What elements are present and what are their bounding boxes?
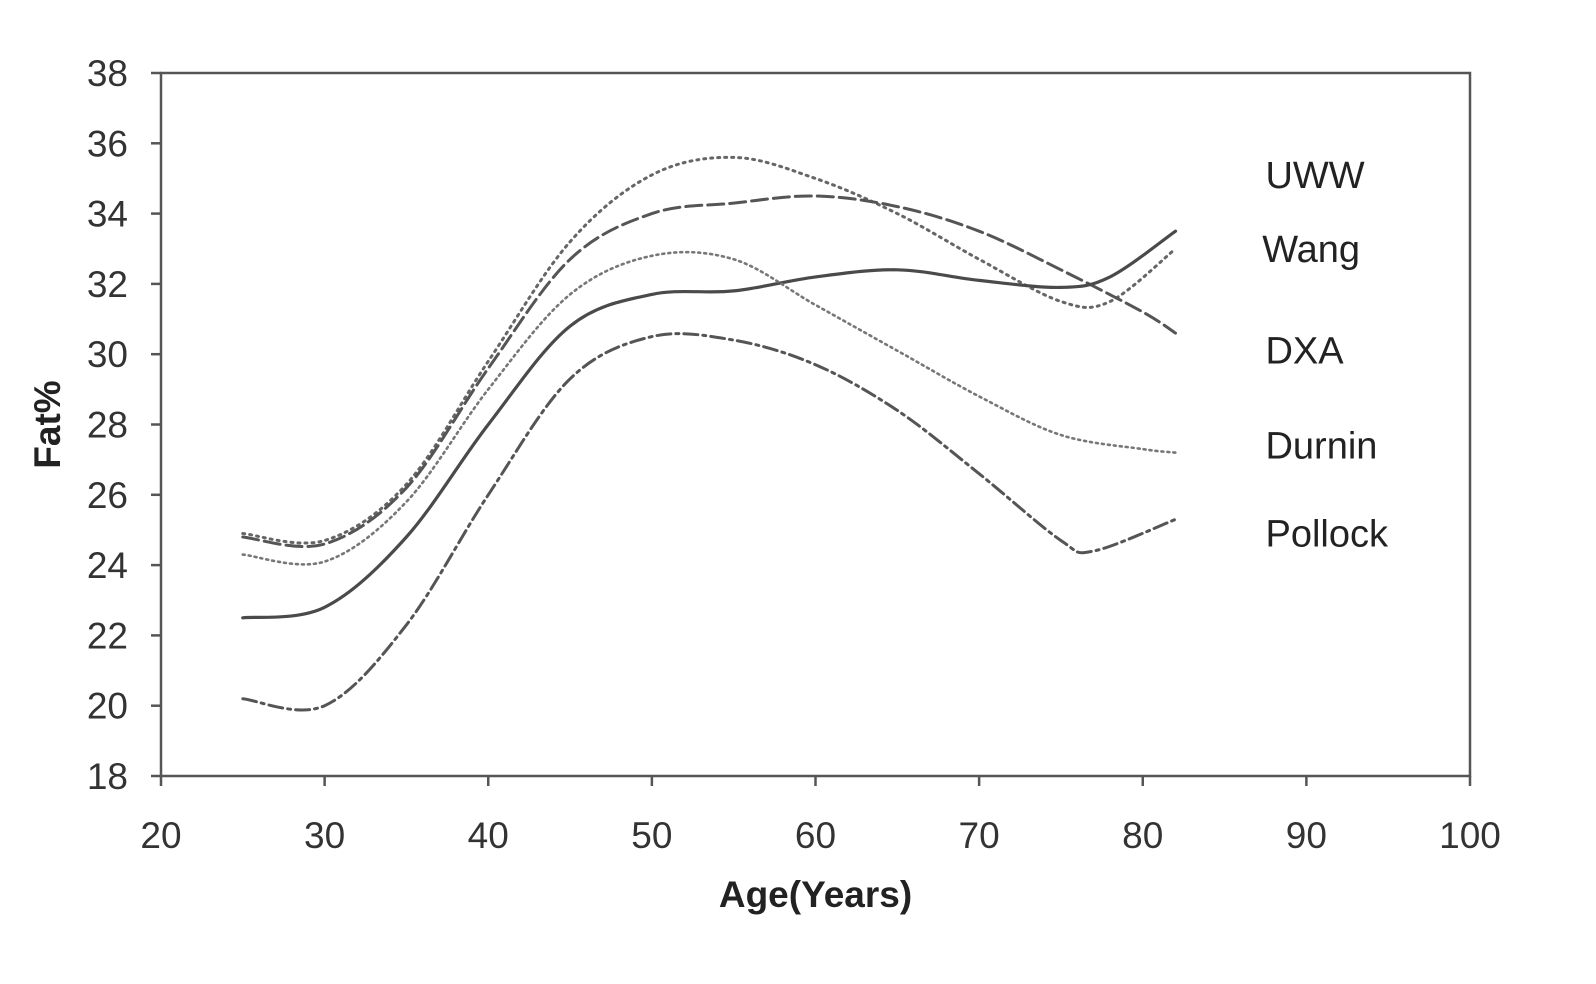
y-tick-label: 26 <box>87 475 128 516</box>
x-tick-label: 90 <box>1286 815 1327 856</box>
y-tick-label: 28 <box>87 405 128 446</box>
x-axis: 20 30 40 50 60 70 80 90 100 <box>140 776 1501 856</box>
series-line-dxa <box>241 229 1178 620</box>
x-tick-label: 30 <box>304 815 345 856</box>
x-tick-label: 50 <box>631 815 672 856</box>
series-label-uww: UWW <box>1265 155 1364 197</box>
series-line-pollock <box>241 332 1177 712</box>
y-axis: 18 20 22 24 26 28 30 32 34 36 38 <box>87 53 161 797</box>
series-label-wang: Wang <box>1262 229 1360 271</box>
series-label-pollock: Pollock <box>1265 513 1388 555</box>
series-line-wang <box>241 194 1177 549</box>
series-line-uww <box>241 155 1177 545</box>
y-tick-label: 36 <box>87 123 128 164</box>
y-tick-label: 34 <box>87 194 128 235</box>
y-tick-label: 22 <box>87 615 128 656</box>
y-tick-label: 20 <box>87 686 128 727</box>
y-tick-label: 18 <box>87 756 128 797</box>
x-tick-label: 60 <box>795 815 836 856</box>
series-line-durnin <box>241 250 1177 566</box>
x-tick-label: 70 <box>959 815 1000 856</box>
x-tick-label: 40 <box>468 815 509 856</box>
y-tick-label: 30 <box>87 334 128 375</box>
y-tick-label: 38 <box>87 53 128 94</box>
series-label-dxa: DXA <box>1265 331 1344 373</box>
x-tick-label: 100 <box>1439 815 1501 856</box>
series-lines <box>241 155 1178 712</box>
y-axis-title: Fat% <box>27 380 68 468</box>
series-label-durnin: Durnin <box>1265 426 1377 468</box>
x-tick-label: 20 <box>140 815 181 856</box>
x-tick-label: 80 <box>1122 815 1163 856</box>
y-tick-label: 32 <box>87 264 128 305</box>
y-tick-label: 24 <box>87 545 128 586</box>
x-axis-title: Age(Years) <box>719 874 912 915</box>
series-labels: UWW Wang DXA Durnin Pollock <box>1262 155 1389 556</box>
